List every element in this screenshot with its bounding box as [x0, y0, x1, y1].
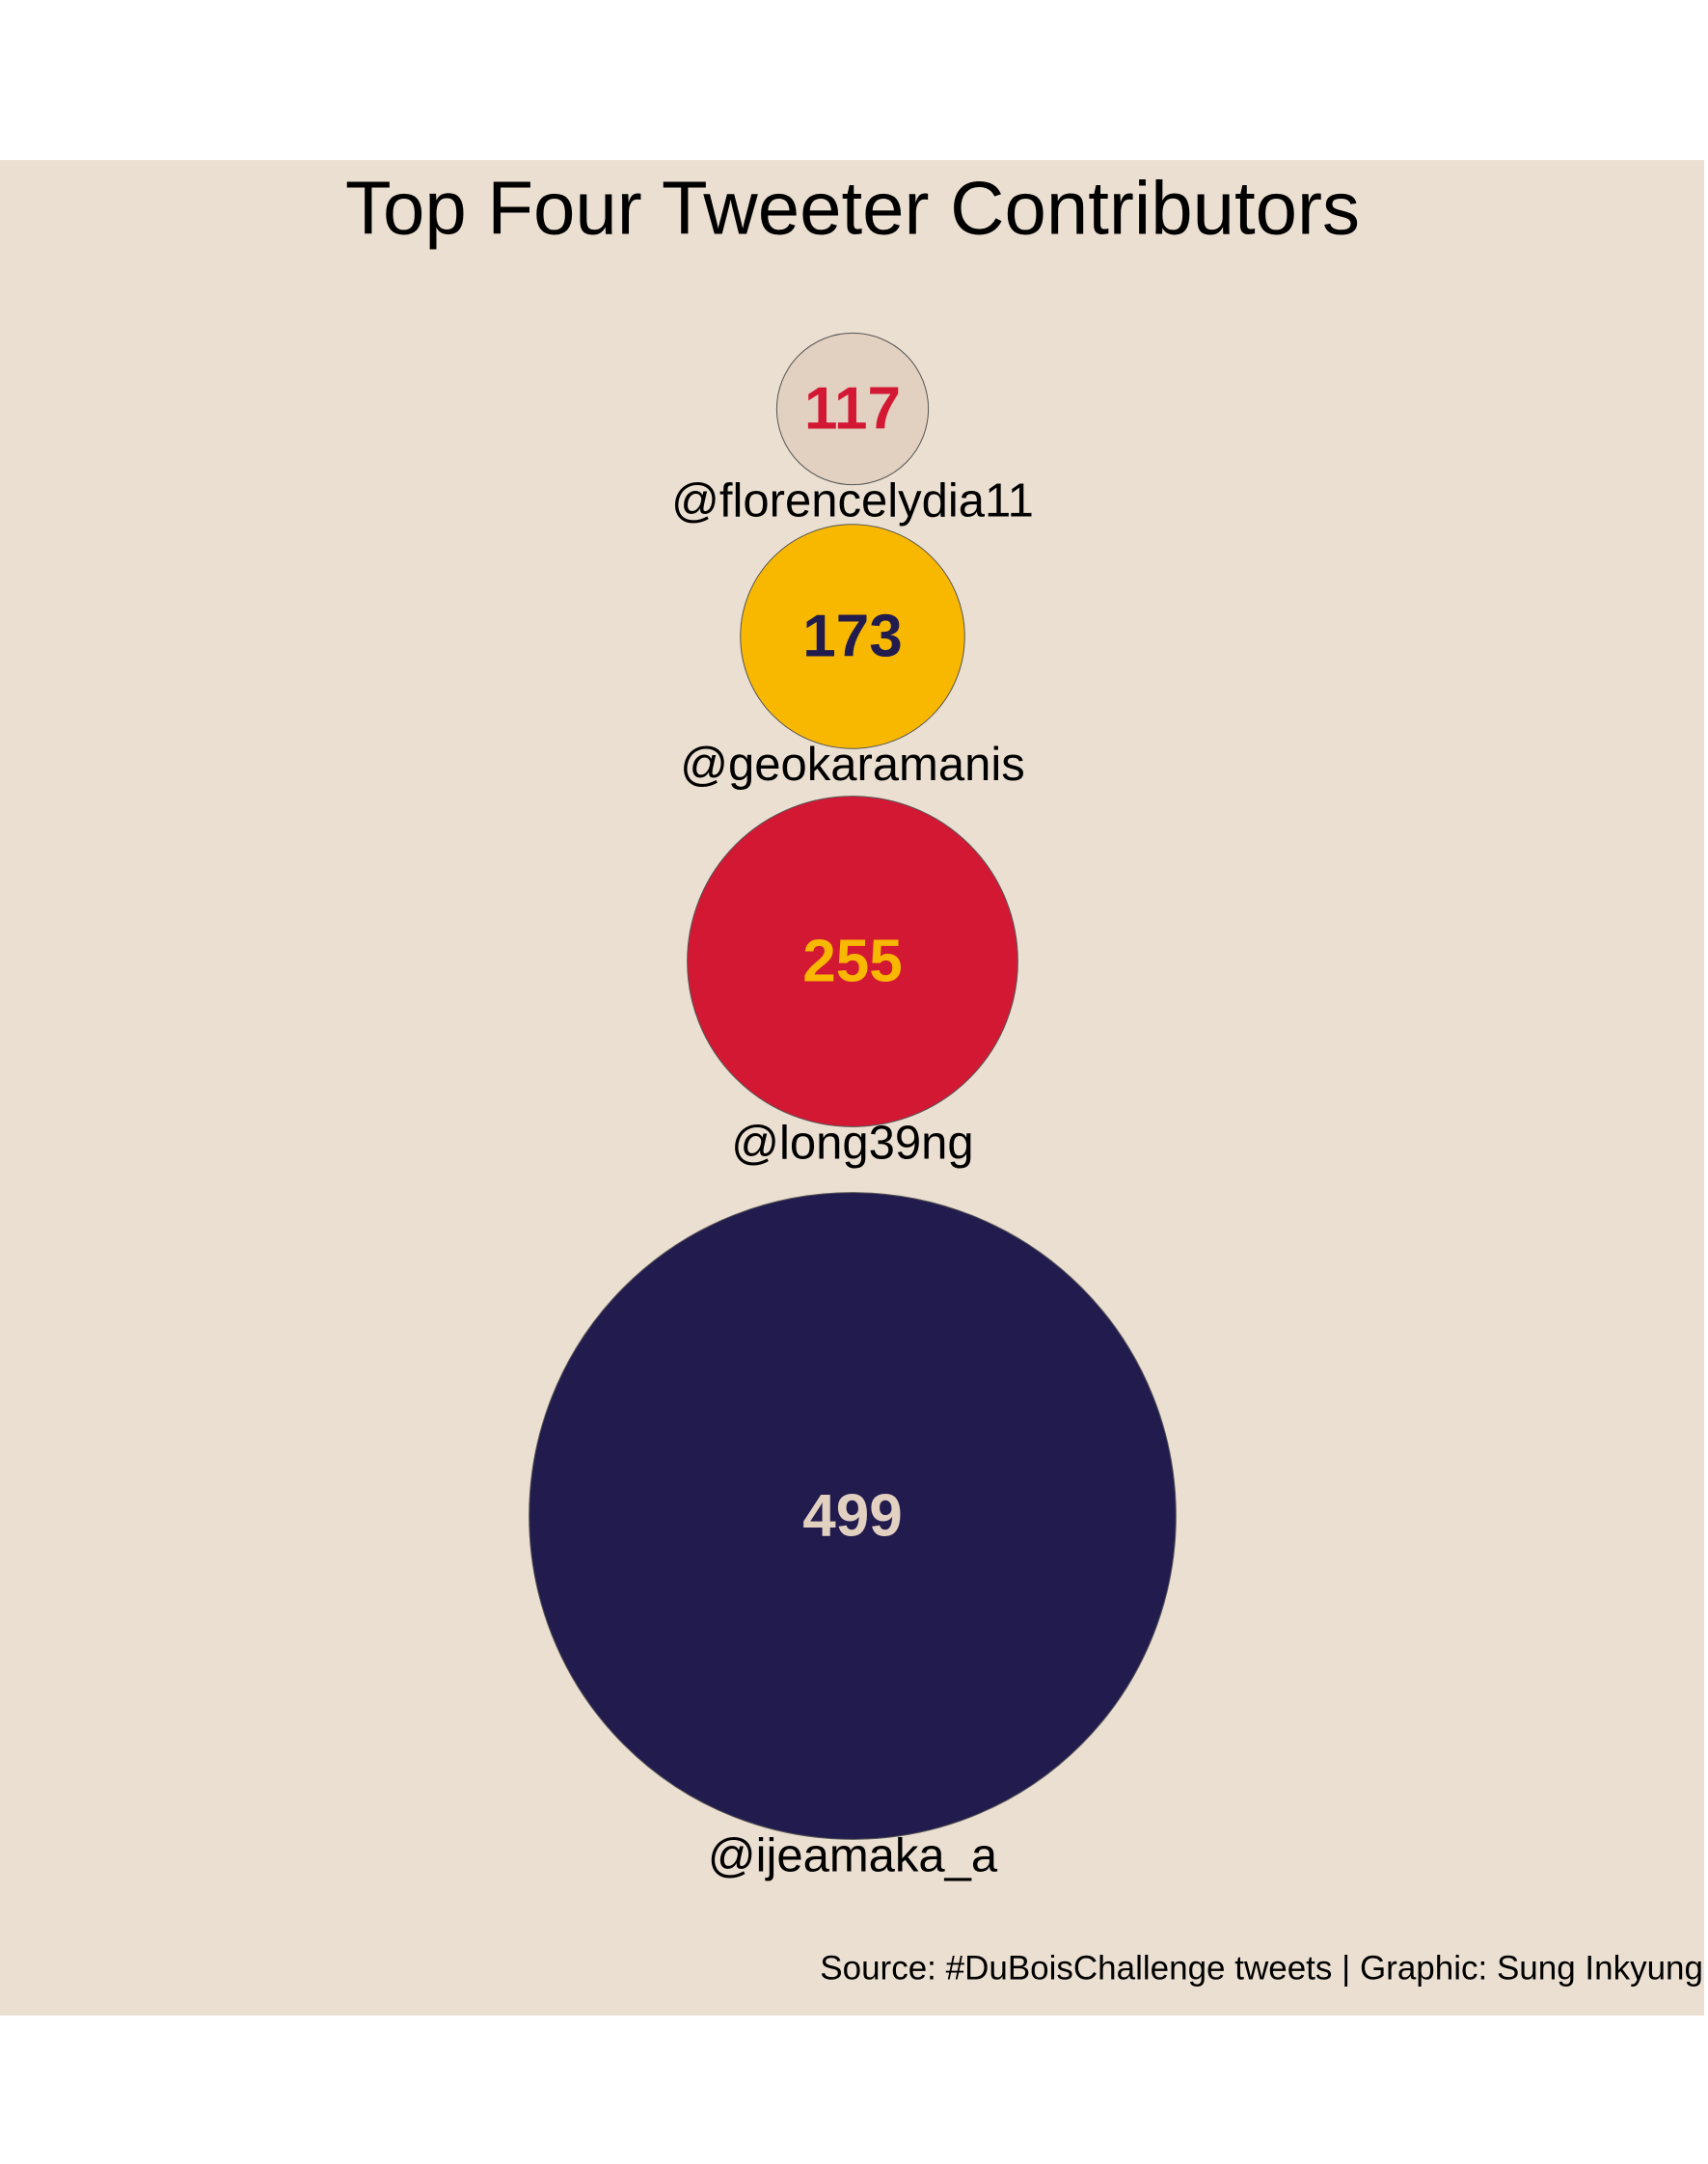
bubble-name: @long39ng	[731, 1117, 973, 1169]
bubble-name: @ijeamaka_a	[708, 1829, 998, 1881]
bubble	[529, 1192, 1177, 1840]
value-label: 499	[802, 1482, 902, 1549]
value-label: 255	[802, 928, 902, 994]
caption: Source: #DuBoisChallenge tweets | Graphi…	[820, 1949, 1703, 1987]
bubble-name: @geokaramanis	[680, 739, 1025, 791]
value-label: 173	[802, 603, 902, 669]
bubble	[687, 796, 1018, 1127]
chart-title: Top Four Tweeter Contributors	[345, 166, 1360, 251]
bubble	[775, 332, 930, 486]
value-label: 117	[804, 375, 901, 442]
bubble-name: @florencelydia11	[671, 475, 1034, 527]
bubble	[740, 524, 965, 749]
